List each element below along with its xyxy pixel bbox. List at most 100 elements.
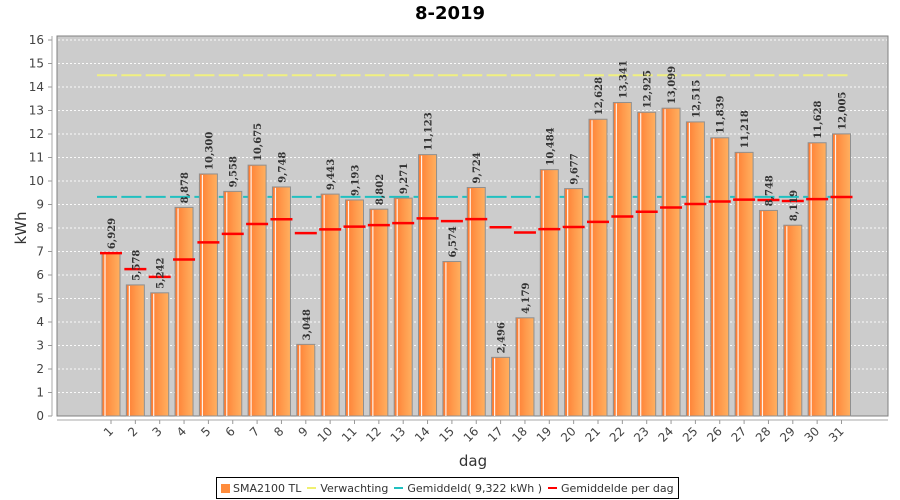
x-tick-label: 26 xyxy=(704,424,725,445)
x-tick-label: 5 xyxy=(198,424,213,439)
bar xyxy=(271,186,291,417)
bar xyxy=(442,261,462,417)
x-tick-label: 14 xyxy=(412,424,433,445)
data-label: 8,878 xyxy=(180,172,191,203)
y-tick-label: 7 xyxy=(36,245,44,259)
bar xyxy=(247,164,267,417)
y-tick-label: 15 xyxy=(29,57,44,71)
data-label: 10,675 xyxy=(253,123,264,161)
data-label: 8,119 xyxy=(789,190,800,221)
bar xyxy=(612,101,632,417)
bar xyxy=(125,284,145,417)
data-label: 11,839 xyxy=(716,95,727,133)
x-tick-label: 31 xyxy=(826,424,847,445)
bar xyxy=(320,193,340,417)
y-tick-label: 5 xyxy=(36,292,44,306)
data-label: 9,748 xyxy=(277,152,288,183)
legend-item: Verwachting xyxy=(307,482,388,495)
data-label: 10,484 xyxy=(545,127,556,165)
data-label: 11,123 xyxy=(424,112,435,150)
x-tick-label: 25 xyxy=(680,424,701,445)
y-tick-label: 12 xyxy=(29,127,44,141)
x-tick-label: 22 xyxy=(607,424,628,445)
y-tick-label: 1 xyxy=(36,386,44,400)
legend-item: SMA2100 TL xyxy=(221,482,301,495)
bar xyxy=(466,186,486,417)
x-tick-label: 17 xyxy=(485,424,506,445)
x-tick-label: 9 xyxy=(296,424,311,439)
legend-item: Gemiddeld( 9,322 kWh ) xyxy=(394,482,542,495)
data-label: 9,677 xyxy=(570,153,581,184)
x-tick-label: 23 xyxy=(631,424,652,445)
bar xyxy=(198,173,218,417)
y-tick-label: 6 xyxy=(36,268,44,282)
legend-swatch-line xyxy=(307,487,317,489)
y-tick-label: 2 xyxy=(36,362,44,376)
bar xyxy=(296,343,316,417)
legend-swatch-line xyxy=(394,487,404,489)
bar xyxy=(150,292,170,417)
data-label: 13,341 xyxy=(618,60,629,98)
y-tick-label: 8 xyxy=(36,221,44,235)
data-label: 10,300 xyxy=(204,132,215,170)
x-tick-label: 30 xyxy=(802,424,823,445)
bar xyxy=(685,121,705,417)
data-label: 12,628 xyxy=(594,77,605,115)
bar xyxy=(783,224,803,417)
x-tick-label: 15 xyxy=(436,424,457,445)
x-tick-label: 28 xyxy=(753,424,774,445)
x-tick-label: 27 xyxy=(729,424,750,445)
x-tick-label: 11 xyxy=(339,424,360,445)
chart-title: 8-2019 xyxy=(414,3,486,24)
legend-item: Gemiddelde per dag xyxy=(548,482,674,495)
legend-label: SMA2100 TL xyxy=(233,481,302,495)
data-label: 9,193 xyxy=(351,165,362,196)
data-label: 12,925 xyxy=(643,70,654,108)
y-tick-label: 10 xyxy=(29,174,44,188)
x-tick-label: 18 xyxy=(509,424,530,445)
legend-label: Gemiddeld( 9,322 kWh ) xyxy=(407,481,543,495)
data-label: 9,271 xyxy=(399,163,410,194)
x-tick-label: 8 xyxy=(271,424,286,439)
bar xyxy=(637,111,657,417)
data-label: 13,099 xyxy=(667,66,678,104)
x-tick-label: 10 xyxy=(315,424,336,445)
bar xyxy=(345,199,364,417)
bar xyxy=(832,133,851,417)
x-tick-label: 24 xyxy=(655,424,676,445)
legend: SMA2100 TL Verwachting Gemiddeld( 9,322 kW… xyxy=(216,477,679,499)
x-tick-label: 7 xyxy=(247,424,262,439)
x-axis-label: dag xyxy=(459,452,487,470)
bar xyxy=(807,142,827,417)
x-tick-label: 19 xyxy=(534,424,555,445)
data-label: 5,578 xyxy=(131,250,142,281)
data-label: 8,748 xyxy=(764,175,775,206)
y-tick-label: 11 xyxy=(29,151,44,165)
bar xyxy=(588,118,608,417)
bar xyxy=(223,190,243,417)
data-label: 12,515 xyxy=(691,80,702,118)
data-label: 2,496 xyxy=(497,322,508,353)
bar xyxy=(661,107,681,417)
data-label: 6,574 xyxy=(448,226,459,257)
y-tick-label: 16 xyxy=(29,33,44,47)
x-tick-label: 4 xyxy=(174,424,189,439)
x-tick-label: 29 xyxy=(777,424,798,445)
y-tick-label: 3 xyxy=(36,339,44,353)
data-label: 9,443 xyxy=(326,159,337,190)
data-label: 5,242 xyxy=(156,257,167,288)
data-label: 9,724 xyxy=(472,152,483,183)
data-label: 8,802 xyxy=(375,174,386,205)
bar xyxy=(418,154,438,417)
legend-label: Gemiddelde per dag xyxy=(561,481,674,495)
x-tick-label: 3 xyxy=(150,424,165,439)
x-tick-label: 6 xyxy=(223,424,238,439)
x-tick-label: 21 xyxy=(582,424,603,445)
bar xyxy=(393,197,413,417)
y-tick-label: 14 xyxy=(29,80,44,94)
x-tick-label: 2 xyxy=(125,424,140,439)
data-label: 11,628 xyxy=(813,100,824,138)
data-label: 4,179 xyxy=(521,282,532,313)
